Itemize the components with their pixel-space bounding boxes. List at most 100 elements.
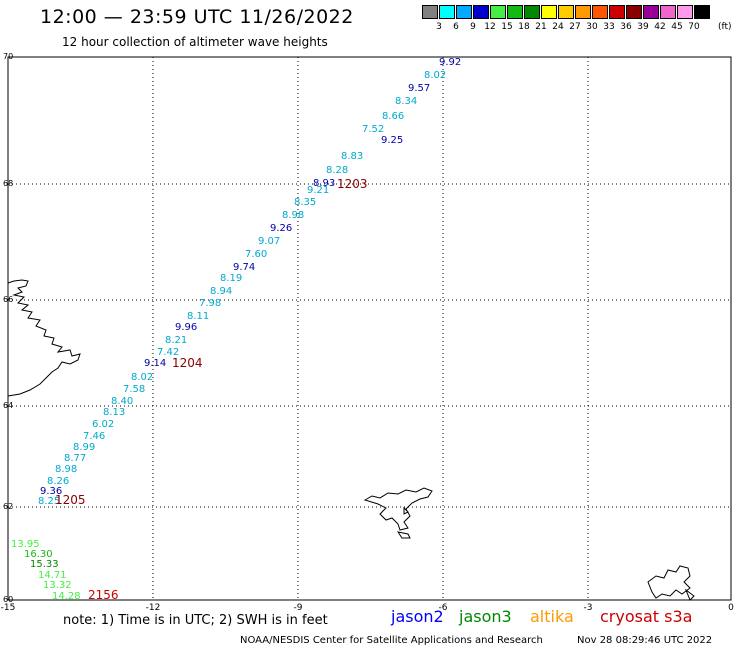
lon-tick-label: -3 — [584, 603, 593, 613]
swh-value: 8.21 — [165, 335, 187, 346]
legend-label: 36 — [620, 22, 632, 32]
swh-value: 7.52 — [362, 124, 384, 135]
color-legend — [422, 5, 711, 19]
legend-swatch — [677, 5, 693, 19]
swh-value: 16.30 — [24, 549, 53, 560]
lat-tick-label: 66 — [3, 295, 13, 304]
swh-value: 8.40 — [111, 396, 133, 407]
legend-label: 12 — [484, 22, 496, 32]
swh-value: 9.25 — [381, 135, 403, 146]
legend-swatch — [609, 5, 625, 19]
swh-value: 9.26 — [270, 223, 292, 234]
legend-label: 24 — [552, 22, 564, 32]
swh-value: 7.60 — [245, 249, 267, 260]
legend-label: 70 — [688, 22, 700, 32]
legend-swatch — [575, 5, 591, 19]
swh-value: 7.46 — [83, 431, 105, 442]
iceland-coastline — [7, 279, 81, 397]
lat-tick-label: 62 — [3, 502, 13, 511]
pass-time-label: 1205 — [55, 493, 86, 507]
faroe-islands — [363, 487, 433, 539]
swh-value: 8.35 — [294, 197, 316, 208]
swh-value: 8.93 — [313, 178, 335, 189]
swh-value: 8.25 — [38, 496, 60, 507]
swh-value: 8.94 — [210, 286, 232, 297]
map-title: 12:00 — 23:59 UTC 11/26/2022 — [40, 6, 354, 28]
swh-value: 8.11 — [187, 311, 209, 322]
map-frame — [7, 56, 732, 601]
legend-swatch — [694, 5, 710, 19]
legend-label: 21 — [535, 22, 547, 32]
legend-label: 18 — [518, 22, 530, 32]
shetland-islands — [647, 565, 695, 601]
pass-time-label: 1203 — [337, 177, 368, 191]
swh-value: 8.02 — [131, 372, 153, 383]
lat-tick-label: 60 — [3, 595, 13, 604]
axis-labels: 70 68 66 64 62 60-15 -12 -9 -6 -3 0 — [1, 52, 734, 613]
legend-swatch — [592, 5, 608, 19]
legend-label: 30 — [586, 22, 598, 32]
legend-label: 33 — [603, 22, 615, 32]
swh-value: 9.57 — [408, 83, 430, 94]
legend-unit: (ft) — [718, 22, 732, 32]
lat-tick-label: 68 — [3, 179, 13, 188]
lon-tick-label: 0 — [728, 603, 734, 613]
swh-value: 9.21 — [307, 185, 329, 196]
swh-value: 14.28 — [52, 591, 81, 602]
legend-swatch — [643, 5, 659, 19]
grid-lines — [8, 57, 731, 600]
swh-value: 8.28 — [326, 165, 348, 176]
swh-value: 9.14 — [144, 358, 166, 369]
swh-value: 8.83 — [341, 151, 363, 162]
legend-swatch — [439, 5, 455, 19]
swh-value: 8.34 — [395, 96, 417, 107]
swh-value: 8.77 — [64, 453, 86, 464]
legend-swatch — [524, 5, 540, 19]
legend-label: 27 — [569, 22, 581, 32]
swh-value: 14.71 — [38, 570, 67, 581]
swh-value: 8.02 — [424, 70, 446, 81]
swh-value: 9.92 — [439, 57, 461, 68]
swh-value: 9.74 — [233, 262, 255, 273]
legend-label: 42 — [654, 22, 666, 32]
legend-swatch — [422, 5, 438, 19]
legend-swatch — [660, 5, 676, 19]
legend-swatch — [507, 5, 523, 19]
swh-value: 8.99 — [73, 442, 95, 453]
legend-swatch — [456, 5, 472, 19]
legend-label: 39 — [637, 22, 649, 32]
legend-label: 9 — [470, 22, 476, 32]
swh-value: 8.98 — [55, 464, 77, 475]
swh-value: 7.42 — [157, 347, 179, 358]
swh-value: 7.58 — [123, 384, 145, 395]
swh-value: 9.96 — [175, 322, 197, 333]
swh-value: 6.02 — [92, 419, 114, 430]
legend-label: 6 — [453, 22, 459, 32]
lat-tick-label: 64 — [3, 401, 13, 410]
legend-swatch — [490, 5, 506, 19]
legend-label: 15 — [501, 22, 513, 32]
swh-value: 13.32 — [43, 580, 72, 591]
swh-value: 9.07 — [258, 236, 280, 247]
pass-time-label: 1204 — [172, 356, 203, 370]
swh-value: 13.95 — [11, 539, 40, 550]
legend-label: 3 — [436, 22, 442, 32]
legend-swatch — [541, 5, 557, 19]
swh-labels: 9.92 9.57 9.25 8.93 9.26 9.74 9.96 9.14 9.36 8.02… — [11, 57, 461, 602]
swh-value: 8.19 — [220, 273, 242, 284]
swh-value: 15.33 — [30, 559, 59, 570]
swh-value: 8.98 — [282, 210, 304, 221]
pass-time-label: 2156 — [88, 588, 119, 602]
lon-tick-label: -6 — [439, 603, 448, 613]
lat-tick-label: 70 — [3, 52, 13, 61]
swh-value: 8.13 — [103, 407, 125, 418]
legend-swatch — [473, 5, 489, 19]
map-subtitle: 12 hour collection of altimeter wave hei… — [62, 35, 328, 49]
swh-value: 9.36 — [40, 486, 62, 497]
swh-value: 8.66 — [382, 111, 404, 122]
legend-swatch — [626, 5, 642, 19]
lon-tick-label: -15 — [1, 603, 16, 613]
legend-swatch — [558, 5, 574, 19]
legend-label: 45 — [671, 22, 683, 32]
